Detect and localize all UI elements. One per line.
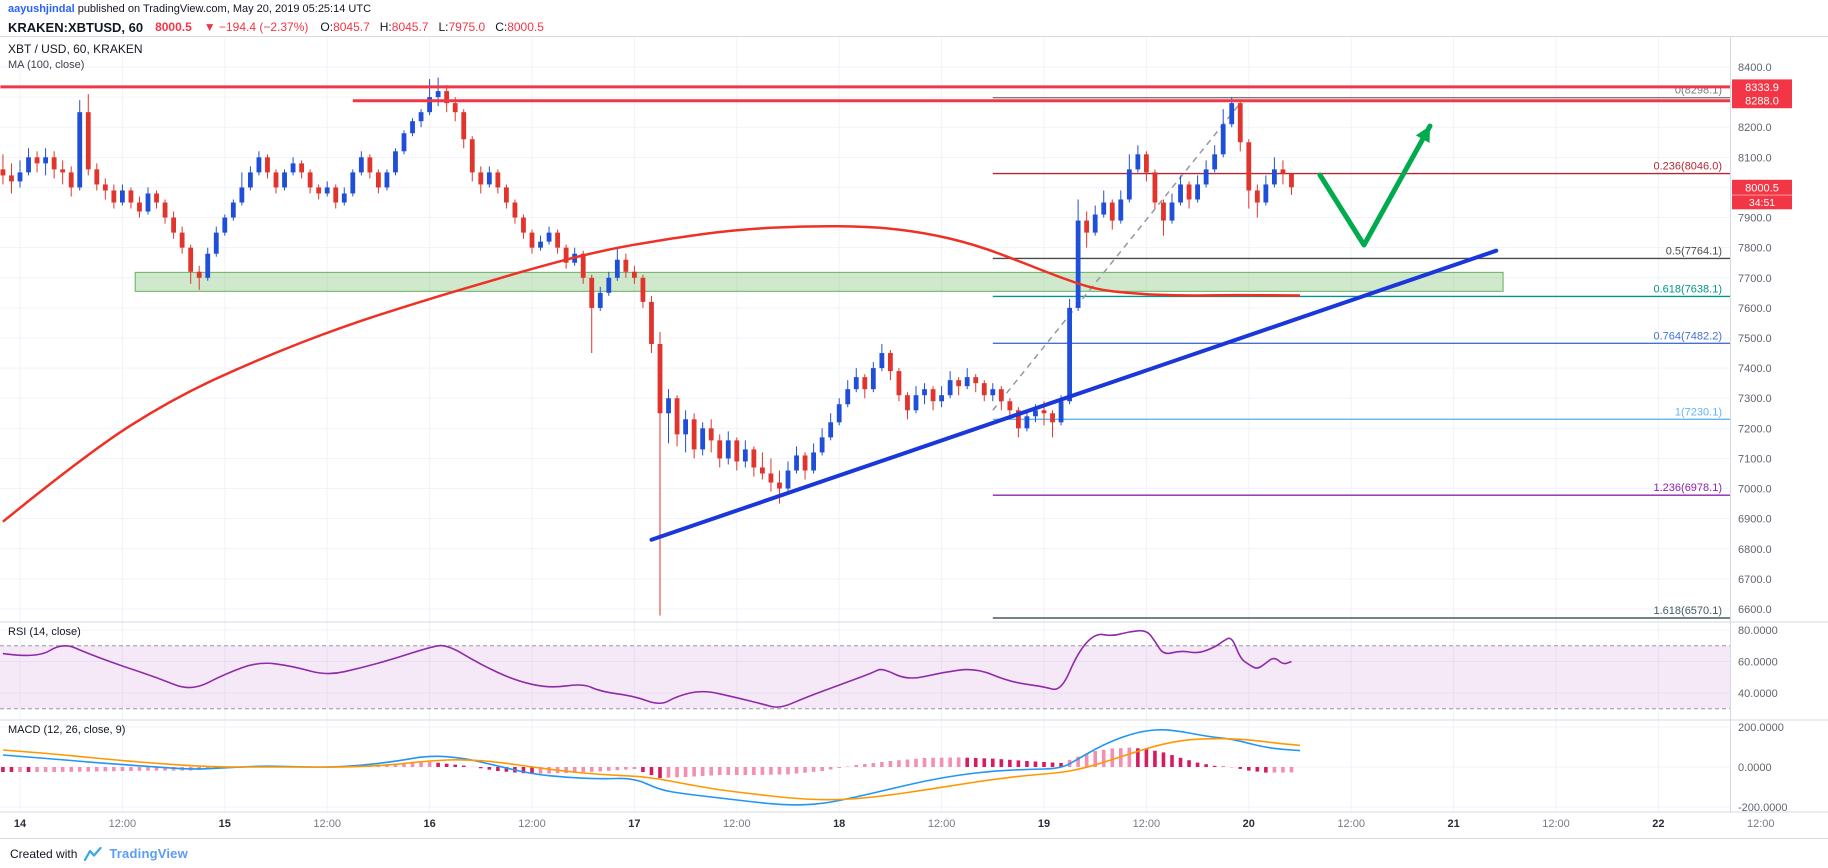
low-value: L:7975.0 [438, 20, 486, 34]
last-price: 8000.5 [155, 20, 192, 34]
svg-text:12:00: 12:00 [518, 818, 546, 830]
svg-text:8200.0: 8200.0 [1738, 122, 1772, 134]
svg-text:8100.0: 8100.0 [1738, 152, 1772, 164]
svg-text:12:00: 12:00 [1133, 818, 1161, 830]
svg-text:8288.0: 8288.0 [1745, 96, 1779, 108]
created-with-text: Created with [10, 846, 78, 861]
svg-text:34:51: 34:51 [1749, 197, 1775, 209]
price-badges: 8333.9 8288.0 8000.5 34:51 [1732, 79, 1792, 210]
chart-canvas[interactable]: 0(8298.1)0.236(8046.0)0.5(7764.1)0.618(7… [0, 36, 1828, 838]
ohlc-values: O:8045.7 H:8045.7 L:7975.0 C:8000.5 [320, 20, 544, 34]
dashed-trendline [992, 102, 1241, 411]
ma-100-line [2, 225, 1301, 523]
macd-signal-line [2, 737, 1301, 801]
svg-text:0.0000: 0.0000 [1738, 762, 1772, 774]
author-link[interactable]: aayushjindal [8, 3, 75, 15]
svg-text:6900.0: 6900.0 [1738, 514, 1772, 526]
attribution-bar: aayushjindal published on TradingView.co… [0, 0, 1828, 16]
svg-text:15: 15 [219, 818, 231, 830]
svg-text:8000.5: 8000.5 [1745, 182, 1779, 194]
svg-text:-200.0000: -200.0000 [1738, 802, 1788, 814]
close-value: C:8000.5 [495, 20, 544, 34]
footer-bar: Created with TradingView [0, 838, 1828, 868]
svg-text:12:00: 12:00 [1337, 818, 1365, 830]
grid-layer [0, 36, 1730, 812]
svg-text:18: 18 [833, 818, 845, 830]
price-axis[interactable]: 6600.0 6700.0 6800.0 6900.0 7000.0 7100.0 7200… [1738, 62, 1788, 814]
svg-text:1(7230.1): 1(7230.1) [1675, 406, 1722, 418]
svg-text:12:00: 12:00 [1747, 818, 1775, 830]
chart-area[interactable]: 0(8298.1) 0.236(8046.0) 0.5(7764.1) 0.618(7… [0, 36, 1828, 838]
macd-histogram [1, 747, 1294, 778]
svg-text:7600.0: 7600.0 [1738, 303, 1772, 315]
svg-text:40.0000: 40.0000 [1738, 688, 1778, 700]
svg-text:8400.0: 8400.0 [1738, 62, 1772, 74]
tradingview-brand[interactable]: TradingView [109, 846, 188, 861]
svg-text:0.764(7482.2): 0.764(7482.2) [1654, 330, 1723, 342]
price-change: ▼ −194.4 (−2.37%) [203, 20, 309, 34]
svg-text:7700.0: 7700.0 [1738, 273, 1772, 285]
rsi-band [0, 645, 1730, 710]
svg-text:20: 20 [1243, 818, 1255, 830]
svg-text:19: 19 [1038, 818, 1050, 830]
svg-text:12:00: 12:00 [928, 818, 956, 830]
tradingview-logo-icon [84, 846, 102, 861]
svg-text:1.618(6570.1): 1.618(6570.1) [1654, 605, 1723, 617]
resistance-lines [0, 85, 1730, 103]
svg-text:8333.9: 8333.9 [1745, 82, 1779, 94]
svg-text:6800.0: 6800.0 [1738, 544, 1772, 556]
svg-text:6700.0: 6700.0 [1738, 574, 1772, 586]
svg-text:7200.0: 7200.0 [1738, 423, 1772, 435]
high-value: H:8045.7 [379, 20, 429, 34]
svg-text:60.0000: 60.0000 [1738, 657, 1778, 669]
svg-text:80.0000: 80.0000 [1738, 625, 1778, 637]
svg-text:7900.0: 7900.0 [1738, 213, 1772, 225]
ascending-trendline[interactable] [649, 248, 1499, 542]
svg-text:7100.0: 7100.0 [1738, 453, 1772, 465]
support-zone [134, 271, 1504, 292]
svg-text:0.618(7638.1): 0.618(7638.1) [1654, 283, 1723, 295]
svg-text:0.236(8046.0): 0.236(8046.0) [1654, 161, 1723, 173]
svg-text:14: 14 [14, 818, 27, 830]
time-axis[interactable]: 14 12:00 15 12:00 16 12:00 17 12:00 18 12:00 19 12:… [14, 818, 1775, 830]
symbol-title: KRAKEN:XBTUSD, 60 [8, 19, 144, 35]
svg-text:21: 21 [1447, 818, 1459, 830]
symbol-info-bar: KRAKEN:XBTUSD, 60 8000.5 ▼ −194.4 (−2.37… [0, 16, 1828, 36]
svg-text:7000.0: 7000.0 [1738, 484, 1772, 496]
published-text: published on TradingView.com, May 20, 20… [74, 3, 372, 15]
svg-text:12:00: 12:00 [313, 818, 341, 830]
svg-text:22: 22 [1652, 818, 1664, 830]
svg-text:0.5(7764.1): 0.5(7764.1) [1666, 245, 1722, 257]
svg-text:200.0000: 200.0000 [1738, 722, 1784, 734]
svg-text:7400.0: 7400.0 [1738, 363, 1772, 375]
svg-text:17: 17 [628, 818, 640, 830]
svg-text:12:00: 12:00 [109, 818, 137, 830]
svg-text:1.236(6978.1): 1.236(6978.1) [1654, 482, 1723, 494]
open-value: O:8045.7 [320, 20, 370, 34]
svg-text:12:00: 12:00 [723, 818, 751, 830]
svg-text:16: 16 [423, 818, 435, 830]
panel-separators [0, 36, 1828, 813]
bullish-arrow[interactable] [1317, 123, 1433, 248]
svg-text:7800.0: 7800.0 [1738, 243, 1772, 255]
svg-text:6600.0: 6600.0 [1738, 604, 1772, 616]
svg-text:7300.0: 7300.0 [1738, 393, 1772, 405]
fib-retracement: 0(8298.1)0.236(8046.0)0.5(7764.1)0.618(7… [992, 85, 1730, 619]
candles-layer [0, 77, 1294, 616]
svg-text:12:00: 12:00 [1542, 818, 1570, 830]
rsi-line [2, 629, 1292, 708]
svg-text:7500.0: 7500.0 [1738, 333, 1772, 345]
